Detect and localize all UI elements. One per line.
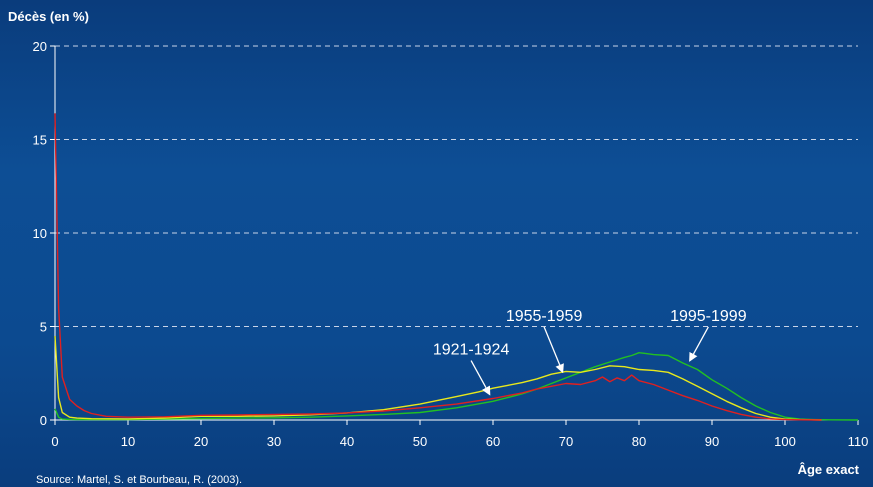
x-tick-label-30: 30 (267, 434, 281, 449)
x-tick-label-50: 50 (413, 434, 427, 449)
annotation-label-1995-1999: 1995-1999 (670, 308, 747, 325)
x-axis-label: Âge exact (797, 462, 859, 477)
x-tick-label-100: 100 (774, 434, 796, 449)
x-tick-label-0: 0 (51, 434, 58, 449)
y-tick-label-10: 10 (33, 226, 47, 241)
y-tick-label-15: 15 (33, 133, 47, 148)
y-tick-label-20: 20 (33, 39, 47, 54)
x-tick-label-110: 110 (848, 434, 869, 449)
series-line-1995-1999 (54, 352, 859, 421)
annotation-label-1921-1924: 1921-1924 (433, 342, 510, 359)
annotation-arrow-1921-1924 (470, 360, 491, 396)
annotation-arrow-1955-1959 (543, 326, 564, 374)
y-tick-label-5: 5 (40, 320, 47, 335)
y-axis-label: Décès (en %) (8, 9, 89, 24)
x-tick-label-80: 80 (632, 434, 646, 449)
x-tick-label-40: 40 (340, 434, 354, 449)
annotation-arrow-1995-1999 (689, 326, 709, 362)
y-tick-label-0: 0 (40, 413, 47, 428)
x-tick-label-10: 10 (121, 434, 135, 449)
series-line-1921-1924 (54, 113, 822, 421)
x-tick-label-70: 70 (559, 434, 573, 449)
series-line-1955-1959 (54, 335, 822, 421)
x-tick-label-60: 60 (486, 434, 500, 449)
annotation-label-1955-1959: 1955-1959 (506, 308, 583, 325)
x-tick-label-20: 20 (194, 434, 208, 449)
x-tick-label-90: 90 (705, 434, 719, 449)
source-note: Source: Martel, S. et Bourbeau, R. (2003… (36, 474, 243, 486)
